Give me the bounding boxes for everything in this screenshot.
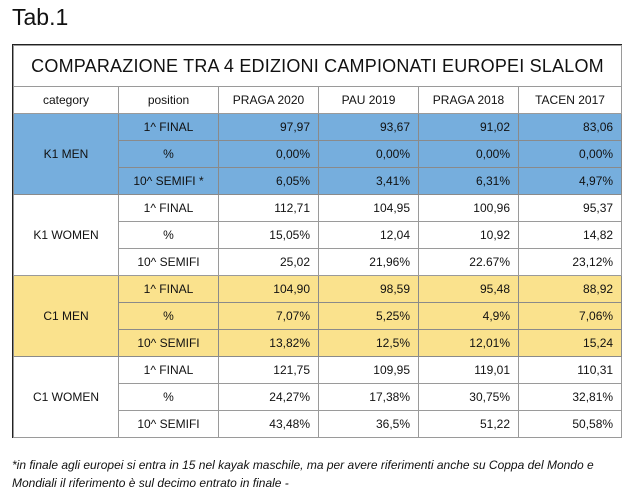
position-cell: %: [118, 221, 219, 249]
position-cell: 10^ SEMIFI: [118, 248, 219, 276]
value-cell: 4,97%: [517, 167, 623, 195]
value-cell: 93,67: [318, 113, 419, 141]
table-row: 10^ SEMIFI 43,48% 36,5% 51,22 50,58%: [14, 410, 623, 438]
value-cell: 36,5%: [318, 410, 419, 438]
value-cell: 15,05%: [218, 221, 319, 249]
value-cell: 95,48: [418, 275, 519, 303]
value-cell: 10,92: [418, 221, 519, 249]
value-cell: 24,27%: [218, 383, 319, 411]
table-body: K1 MEN 1^ FINAL 97,97 93,67 91,02 83,06% 0,00%…: [13, 113, 623, 438]
value-cell: 83,06: [517, 113, 623, 141]
value-cell: 104,95: [318, 194, 419, 222]
value-cell: 51,22: [418, 410, 519, 438]
value-cell: 22.67%: [418, 248, 519, 276]
comparison-table: COMPARAZIONE TRA 4 EDIZIONI CAMPIONATI E…: [12, 45, 623, 438]
position-cell: %: [118, 140, 219, 168]
value-cell: 30,75%: [418, 383, 519, 411]
table-row: K1 WOMEN 1^ FINAL 112,71 104,95 100,96 95,37: [13, 194, 623, 276]
value-cell: 7,07%: [218, 302, 319, 330]
table-row: C1 WOMEN 1^ FINAL 121,75 109,95 119,01 110,31: [13, 356, 623, 438]
value-cell: 23,12%: [517, 248, 623, 276]
table-row: K1 MEN 1^ FINAL 97,97 93,67 91,02 83,06: [13, 113, 623, 195]
value-cell: 5,25%: [318, 302, 419, 330]
footnote: *in finale agli europei si entra in 15 n…: [12, 458, 594, 490]
value-cell: 109,95: [318, 356, 419, 384]
header-praga-2020: PRAGA 2020: [218, 86, 319, 114]
category-cell: K1 WOMEN: [13, 194, 119, 276]
position-cell: %: [118, 302, 219, 330]
category-cell: C1 MEN: [13, 275, 119, 357]
value-cell: 15,24: [517, 329, 623, 357]
value-cell: 88,92: [517, 275, 623, 303]
value-cell: 95,37: [517, 194, 623, 222]
value-cell: 104,90: [218, 275, 319, 303]
header-position: position: [118, 86, 219, 114]
table-row: 10^ SEMIFI 13,82% 12,5% 12,01% 15,24: [14, 329, 623, 357]
header-pau-2019: PAU 2019: [318, 86, 419, 114]
value-cell: 32,81%: [517, 383, 623, 411]
value-cell: 13,82%: [218, 329, 319, 357]
value-cell: 100,96: [418, 194, 519, 222]
value-cell: 12,5%: [318, 329, 419, 357]
position-cell: 1^ FINAL: [118, 113, 219, 141]
value-cell: 0,00%: [418, 140, 519, 168]
position-cell: 1^ FINAL: [118, 275, 219, 303]
position-cell: 10^ SEMIFI *: [118, 167, 219, 195]
value-cell: 43,48%: [218, 410, 319, 438]
table-row: 10^ SEMIFI 25,02 21,96% 22.67% 23,12%: [14, 248, 623, 276]
value-cell: 7,06%: [517, 302, 623, 330]
value-cell: 110,31: [517, 356, 623, 384]
value-cell: 0,00%: [218, 140, 319, 168]
value-cell: 4,9%: [418, 302, 519, 330]
value-cell: 119,01: [418, 356, 519, 384]
table-title: COMPARAZIONE TRA 4 EDIZIONI CAMPIONATI E…: [12, 45, 623, 87]
value-cell: 121,75: [218, 356, 319, 384]
position-cell: 1^ FINAL: [118, 356, 219, 384]
header-row: category position PRAGA 2020 PAU 2019 PR…: [13, 86, 623, 114]
value-cell: 91,02: [418, 113, 519, 141]
value-cell: 3,41%: [318, 167, 419, 195]
value-cell: 12,04: [318, 221, 419, 249]
value-cell: 6,31%: [418, 167, 519, 195]
value-cell: 17,38%: [318, 383, 419, 411]
category-cell: K1 MEN: [13, 113, 119, 195]
position-cell: 10^ SEMIFI: [118, 329, 219, 357]
value-cell: 21,96%: [318, 248, 419, 276]
table-row: % 0,00% 0,00% 0,00% 0,00%: [14, 140, 623, 168]
position-cell: %: [118, 383, 219, 411]
value-cell: 12,01%: [418, 329, 519, 357]
table-row: % 15,05% 12,04 10,92 14,82: [14, 221, 623, 249]
value-cell: 6,05%: [218, 167, 319, 195]
position-cell: 1^ FINAL: [118, 194, 219, 222]
value-cell: 97,97: [218, 113, 319, 141]
value-cell: 112,71: [218, 194, 319, 222]
value-cell: 0,00%: [517, 140, 623, 168]
table-row: C1 MEN 1^ FINAL 104,90 98,59 95,48 88,92: [13, 275, 623, 357]
value-cell: 0,00%: [318, 140, 419, 168]
table-label: Tab.1: [12, 4, 69, 30]
header-praga-2018: PRAGA 2018: [418, 86, 519, 114]
value-cell: 98,59: [318, 275, 419, 303]
header-tacen-2017: TACEN 2017: [517, 86, 623, 114]
comparison-table-container: COMPARAZIONE TRA 4 EDIZIONI CAMPIONATI E…: [12, 44, 623, 438]
value-cell: 14,82: [517, 221, 623, 249]
header-category: category: [13, 86, 119, 114]
value-cell: 25,02: [218, 248, 319, 276]
category-cell: C1 WOMEN: [13, 356, 119, 438]
value-cell: 50,58%: [517, 410, 623, 438]
table-row: % 7,07% 5,25% 4,9% 7,06%: [14, 302, 623, 330]
position-cell: 10^ SEMIFI: [118, 410, 219, 438]
